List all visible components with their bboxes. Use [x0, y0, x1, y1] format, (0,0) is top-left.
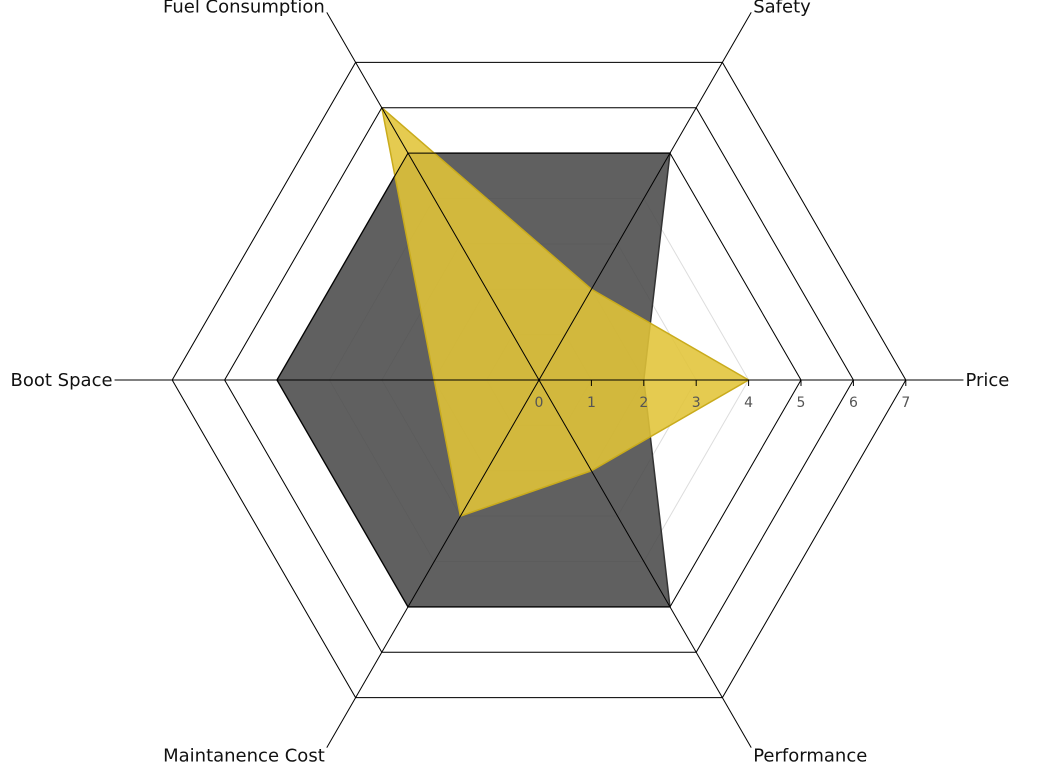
axis-label-5: Maintanence Cost — [163, 746, 325, 767]
tick-label-4: 4 — [744, 395, 753, 411]
tick-label-1: 1 — [587, 395, 596, 411]
radial-tick-layer: 0 1 2 3 4 5 6 7 — [535, 380, 910, 411]
tick-label-6: 6 — [849, 395, 858, 411]
tick-label-3: 3 — [692, 395, 701, 411]
tick-label-0: 0 — [535, 395, 544, 411]
spoke-3 — [326, 12, 540, 381]
axis-label-4: Boot Space — [11, 370, 113, 391]
tick-label-7: 7 — [901, 395, 910, 411]
axis-label-2: Safety — [753, 0, 811, 17]
spoke-2 — [538, 12, 752, 381]
tick-label-2: 2 — [639, 395, 648, 411]
axis-label-6: Performance — [753, 746, 867, 767]
axis-label-1: Price — [965, 370, 1009, 391]
spoke-5 — [326, 379, 540, 748]
axis-spokes — [114, 12, 964, 748]
spoke-6 — [538, 379, 752, 748]
axis-label-layer: Price Safety Fuel Consumption Boot Space Mai… — [11, 0, 1010, 767]
tick-label-5: 5 — [797, 395, 806, 411]
axis-label-3: Fuel Consumption — [163, 0, 325, 17]
series-layer — [276, 105, 751, 608]
